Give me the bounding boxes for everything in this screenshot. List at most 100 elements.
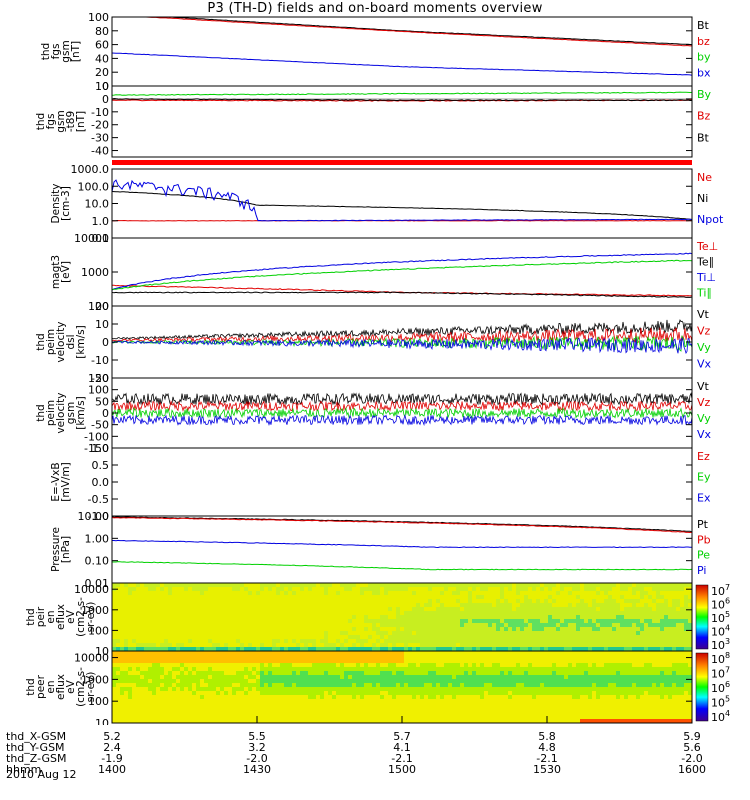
legend-label: Vz	[697, 396, 711, 409]
panel-frame	[111, 168, 693, 239]
colorbar-tick-label: 103	[711, 637, 730, 652]
panel-7: Ez Ey Ex -1.0 -0.5 0.0 0.5 1.0 E=-VxB[mV/m]	[50, 442, 711, 523]
svg-text:gsm: gsm	[65, 402, 77, 424]
series-line-Pe	[112, 561, 693, 571]
legend-label: Vt	[697, 308, 710, 321]
svg-text:thd: thd	[35, 333, 47, 350]
plot-title: P3 (TH-D) fields and on-board moments ov…	[207, 1, 543, 16]
footer-value: 3.2	[248, 741, 266, 754]
footer-value: -2.1	[536, 752, 558, 765]
y-tick-label: 0	[102, 93, 109, 106]
legend-label: Ni	[697, 192, 708, 205]
panel-9: 10310410510610710100100010000thdpeirenef…	[25, 582, 730, 658]
series-line-Bt	[111, 97, 692, 102]
panel-frame	[111, 515, 693, 584]
panel-3: Ne Ni Npot 0.1 1.0 10.0 100.0 1000.0 Density[cm-…	[50, 163, 724, 245]
svg-text:eV: eV	[65, 609, 77, 623]
y-tick-label: -10	[91, 106, 109, 119]
y-axis-label: magt3[eV]	[50, 255, 72, 289]
y-tick-label: 0.01	[85, 577, 110, 590]
mode-bar	[112, 160, 692, 165]
footer-value: 4.8	[538, 741, 556, 754]
svg-text:(cm2-s-: (cm2-s-	[75, 597, 87, 637]
y-tick-label: 20	[95, 66, 109, 79]
footer-row: thd_Z-GSM -1.9 -2.0 -2.1 -2.1 -2.0	[0, 752, 750, 765]
footer-value: 1600	[678, 763, 706, 776]
footer-value: 5.9	[683, 730, 701, 743]
svg-text:gsm: gsm	[55, 110, 67, 132]
y-tick-label: -10	[91, 354, 109, 367]
series-line-By	[111, 91, 693, 96]
footer-row-label: hhmm	[6, 763, 42, 776]
y-tick-label: 10.0	[85, 198, 110, 211]
y-tick-label: 1000	[81, 604, 109, 617]
y-tick-label: -20	[91, 372, 109, 385]
time-axis-footer: thd_X-GSM 5.2 5.5 5.7 5.8 5.9 thd_Y-GSM 2.4 3.2 4…	[0, 725, 750, 800]
svg-text:thd: thd	[40, 43, 52, 60]
svg-text:gsm: gsm	[60, 40, 72, 62]
y-tick-label: 10.00	[78, 510, 110, 523]
legend-label: Te⊥	[696, 240, 718, 253]
y-tick-label: 80	[95, 25, 109, 38]
footer-value: 5.6	[683, 741, 701, 754]
footer-value: 5.7	[393, 730, 411, 743]
footer-value: 2.4	[103, 741, 121, 754]
footer-value: -2.0	[246, 752, 268, 765]
svg-text:peim: peim	[45, 400, 57, 426]
y-tick-label: 1.00	[85, 532, 110, 545]
footer-value: 5.2	[103, 730, 121, 743]
series-line-Te∥	[111, 291, 693, 298]
y-tick-label: 0	[102, 336, 109, 349]
legend-label: Vz	[697, 325, 711, 338]
footer-value: 4.1	[393, 741, 411, 754]
y-tick-label: 0.1	[92, 232, 110, 245]
colorbar-tick-label: 104	[711, 709, 730, 724]
colorbar	[695, 584, 709, 650]
series-line-Vx	[111, 413, 693, 427]
series-line-Vt	[111, 319, 693, 340]
series-line-Vz	[111, 399, 693, 413]
legend-label: Ex	[697, 491, 711, 504]
legend-label: Ti⊥	[696, 271, 716, 284]
footer-value: -1.9	[101, 752, 123, 765]
legend-label: Te∥	[696, 256, 714, 269]
legend-label: Vy	[697, 412, 711, 425]
footer-value: -2.1	[391, 752, 413, 765]
y-tick-label: 40	[95, 52, 109, 65]
footer-row: thd_Y-GSM 2.4 3.2 4.1 4.8 5.6	[0, 741, 750, 754]
footer-value: 1530	[533, 763, 561, 776]
panel-6: VtVzVyVx-150-100-50050100150thdpeimveloc…	[35, 372, 712, 455]
legend-label: Ez	[697, 450, 710, 463]
footer-value: 5.8	[538, 730, 556, 743]
panel-frame	[111, 85, 693, 158]
y-tick-label: 150	[88, 372, 109, 385]
legend-label: Vy	[697, 341, 711, 354]
y-tick-label: 10	[95, 717, 109, 725]
svg-text:[nT]: [nT]	[70, 41, 82, 62]
overview-plot: Btbzbybx020406080100thdfgsgsm[nT]ByBzBt-…	[25, 11, 730, 725]
y-tick-label: 10000	[74, 652, 109, 665]
y-tick-label: 50	[95, 395, 109, 408]
y-tick-label: 10	[95, 318, 109, 331]
svg-text:Pressure: Pressure	[50, 527, 62, 572]
series-line-Ti⊥	[111, 252, 693, 291]
svg-text:Density: Density	[50, 184, 62, 224]
svg-text:magt3: magt3	[50, 255, 62, 289]
series-line-Vy	[111, 406, 693, 420]
series-line-Npot	[111, 179, 693, 222]
y-tick-label: 100	[88, 695, 109, 708]
series-line-Vt	[111, 392, 693, 406]
y-tick-label: 1000	[81, 673, 109, 686]
y-tick-label: -0.5	[88, 493, 109, 506]
svg-text:[nT]: [nT]	[75, 111, 87, 132]
legend-label: Ey	[697, 471, 711, 484]
legend-label: Bt	[697, 19, 710, 32]
y-tick-label: 1.0	[92, 442, 110, 455]
legend-label: Ti∥	[696, 287, 712, 300]
